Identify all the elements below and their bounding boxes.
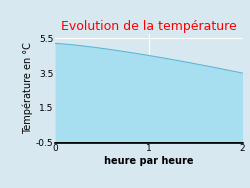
- Title: Evolution de la température: Evolution de la température: [61, 20, 236, 33]
- X-axis label: heure par heure: heure par heure: [104, 156, 194, 166]
- Y-axis label: Température en °C: Température en °C: [23, 42, 33, 134]
